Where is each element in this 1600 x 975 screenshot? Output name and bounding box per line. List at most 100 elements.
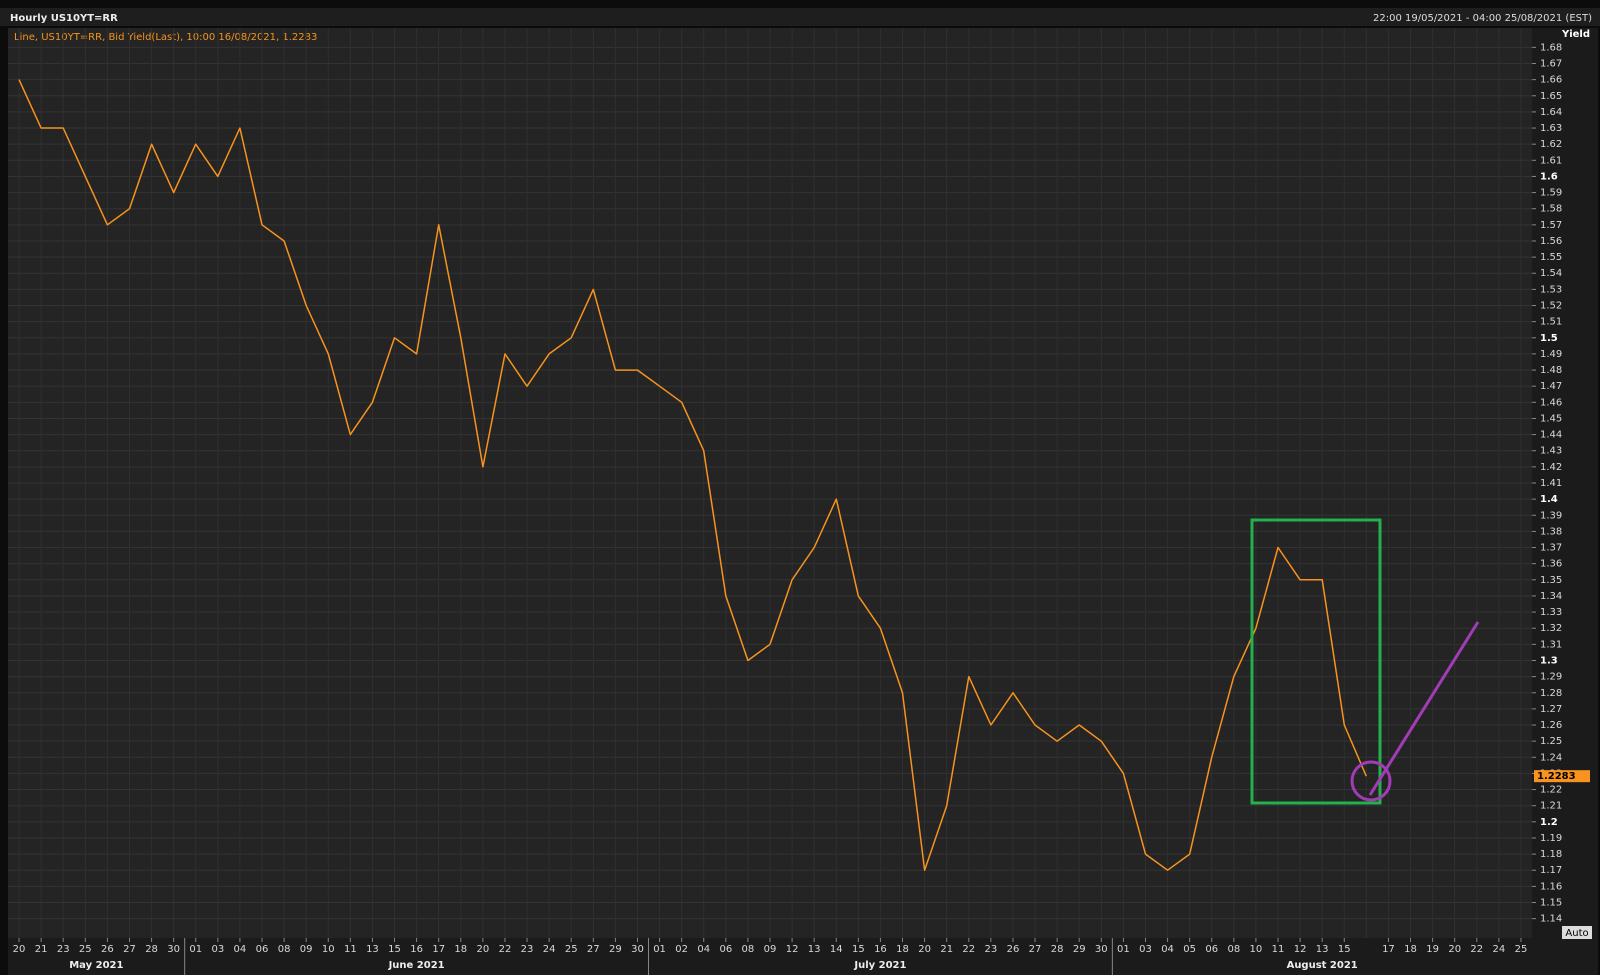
x-tick-label: 25 <box>1515 944 1528 955</box>
x-tick-label: 06 <box>719 944 732 955</box>
y-tick-label: 1.47 <box>1540 381 1562 392</box>
y-tick-label: 1.3 <box>1540 655 1558 666</box>
y-tick-label: 1.51 <box>1540 317 1562 328</box>
y-tick-label: 1.31 <box>1540 639 1562 650</box>
chart-subtitle: 22:00 19/05/2021 - 04:00 25/08/2021 (EST… <box>1373 13 1592 24</box>
header-bar <box>0 8 1600 26</box>
x-tick-label: 24 <box>543 944 556 955</box>
y-tick-label: 1.25 <box>1540 736 1562 747</box>
y-tick-label: 1.34 <box>1540 591 1562 602</box>
x-axis-area <box>8 938 1598 975</box>
auto-button-label[interactable]: Auto <box>1565 928 1588 939</box>
x-tick-label: 10 <box>1250 944 1263 955</box>
y-tick-label: 1.42 <box>1540 462 1562 473</box>
x-tick-label: 21 <box>35 944 48 955</box>
x-tick-label: 14 <box>830 944 843 955</box>
y-axis-area <box>1532 28 1598 938</box>
x-tick-label: 01 <box>189 944 202 955</box>
x-tick-label: 15 <box>388 944 401 955</box>
y-tick-label: 1.16 <box>1540 881 1562 892</box>
x-tick-label: 24 <box>1493 944 1506 955</box>
x-tick-label: 26 <box>1007 944 1020 955</box>
x-tick-label: 17 <box>432 944 445 955</box>
y-tick-label: 1.52 <box>1540 301 1562 312</box>
x-tick-label: 27 <box>123 944 136 955</box>
x-tick-label: 19 <box>1426 944 1439 955</box>
x-tick-label: 30 <box>167 944 180 955</box>
y-tick-label: 1.33 <box>1540 607 1562 618</box>
y-tick-label: 1.17 <box>1540 865 1562 876</box>
x-group-label: August 2021 <box>1287 960 1358 971</box>
x-group-label: May 2021 <box>69 960 123 971</box>
x-tick-label: 01 <box>653 944 666 955</box>
y-tick-label: 1.66 <box>1540 75 1562 86</box>
x-tick-label: 29 <box>609 944 622 955</box>
x-tick-label: 12 <box>786 944 799 955</box>
x-tick-label: 17 <box>1382 944 1395 955</box>
y-tick-label: 1.58 <box>1540 204 1562 215</box>
y-tick-label: 1.49 <box>1540 349 1562 360</box>
x-tick-label: 21 <box>940 944 953 955</box>
x-tick-label: 22 <box>1470 944 1483 955</box>
x-tick-label: 28 <box>145 944 158 955</box>
x-tick-label: 01 <box>1117 944 1130 955</box>
highlight-box <box>1250 518 1382 805</box>
last-value-tag <box>1534 770 1590 783</box>
x-tick-label: 13 <box>808 944 821 955</box>
y-tick-label: 1.56 <box>1540 236 1562 247</box>
y-tick-label: 1.54 <box>1540 268 1562 279</box>
y-tick-label: 1.2 <box>1540 817 1558 828</box>
marks: 1.2283 <box>18 79 1590 871</box>
x-tick-label: 25 <box>565 944 578 955</box>
y-tick-label: 1.4 <box>1540 494 1558 505</box>
series-line <box>18 79 1367 871</box>
chart-title: Hourly US10YT=RR <box>10 13 118 24</box>
y-tick-label: 1.45 <box>1540 413 1562 424</box>
y-tick-label: 1.32 <box>1540 623 1562 634</box>
y-tick-label: 1.38 <box>1540 526 1562 537</box>
x-tick-label: 09 <box>300 944 313 955</box>
annotations <box>1250 518 1480 805</box>
y-tick-label: 1.55 <box>1540 252 1562 263</box>
y-tick-label: 1.39 <box>1540 510 1562 521</box>
x-tick-label: 18 <box>896 944 909 955</box>
x-tick-label: 04 <box>1161 944 1174 955</box>
y-tick-label: 1.21 <box>1540 801 1562 812</box>
x-tick-label: 11 <box>344 944 357 955</box>
x-tick-label: 16 <box>410 944 423 955</box>
x-tick-label: 08 <box>278 944 291 955</box>
x-tick-label: 30 <box>631 944 644 955</box>
x-tick-label: 08 <box>742 944 755 955</box>
y-tick-label: 1.35 <box>1540 575 1562 586</box>
x-group-label: July 2021 <box>853 960 906 971</box>
x-group-label: June 2021 <box>388 960 445 971</box>
grid: 1.141.151.161.171.181.191.21.211.221.231… <box>8 28 1562 975</box>
x-tick-label: 23 <box>57 944 70 955</box>
y-tick-label: 1.26 <box>1540 720 1562 731</box>
legend-entry: Line, US10YT=RR, Bid Yield(Last), 10:00 … <box>14 32 317 43</box>
y-tick-label: 1.63 <box>1540 123 1562 134</box>
x-tick-label: 30 <box>1095 944 1108 955</box>
y-tick-label: 1.22 <box>1540 785 1562 796</box>
x-tick-label: 12 <box>1294 944 1307 955</box>
x-tick-label: 26 <box>101 944 114 955</box>
x-tick-label: 18 <box>1404 944 1417 955</box>
x-tick-label: 03 <box>1139 944 1152 955</box>
x-tick-label: 23 <box>521 944 534 955</box>
y-tick-label: 1.61 <box>1540 155 1562 166</box>
x-tick-label: 27 <box>1029 944 1042 955</box>
x-tick-label: 20 <box>1448 944 1461 955</box>
x-tick-label: 22 <box>499 944 512 955</box>
y-tick-label: 1.5 <box>1540 333 1558 344</box>
x-tick-label: 20 <box>13 944 26 955</box>
y-tick-label: 1.57 <box>1540 220 1562 231</box>
auto-button[interactable] <box>1562 926 1592 939</box>
y-tick-label: 1.29 <box>1540 672 1562 683</box>
y-tick-label: 1.28 <box>1540 688 1562 699</box>
x-tick-label: 04 <box>234 944 247 955</box>
y-tick-label: 1.19 <box>1540 833 1562 844</box>
y-tick-label: 1.59 <box>1540 188 1562 199</box>
y-tick-label: 1.6 <box>1540 171 1558 182</box>
